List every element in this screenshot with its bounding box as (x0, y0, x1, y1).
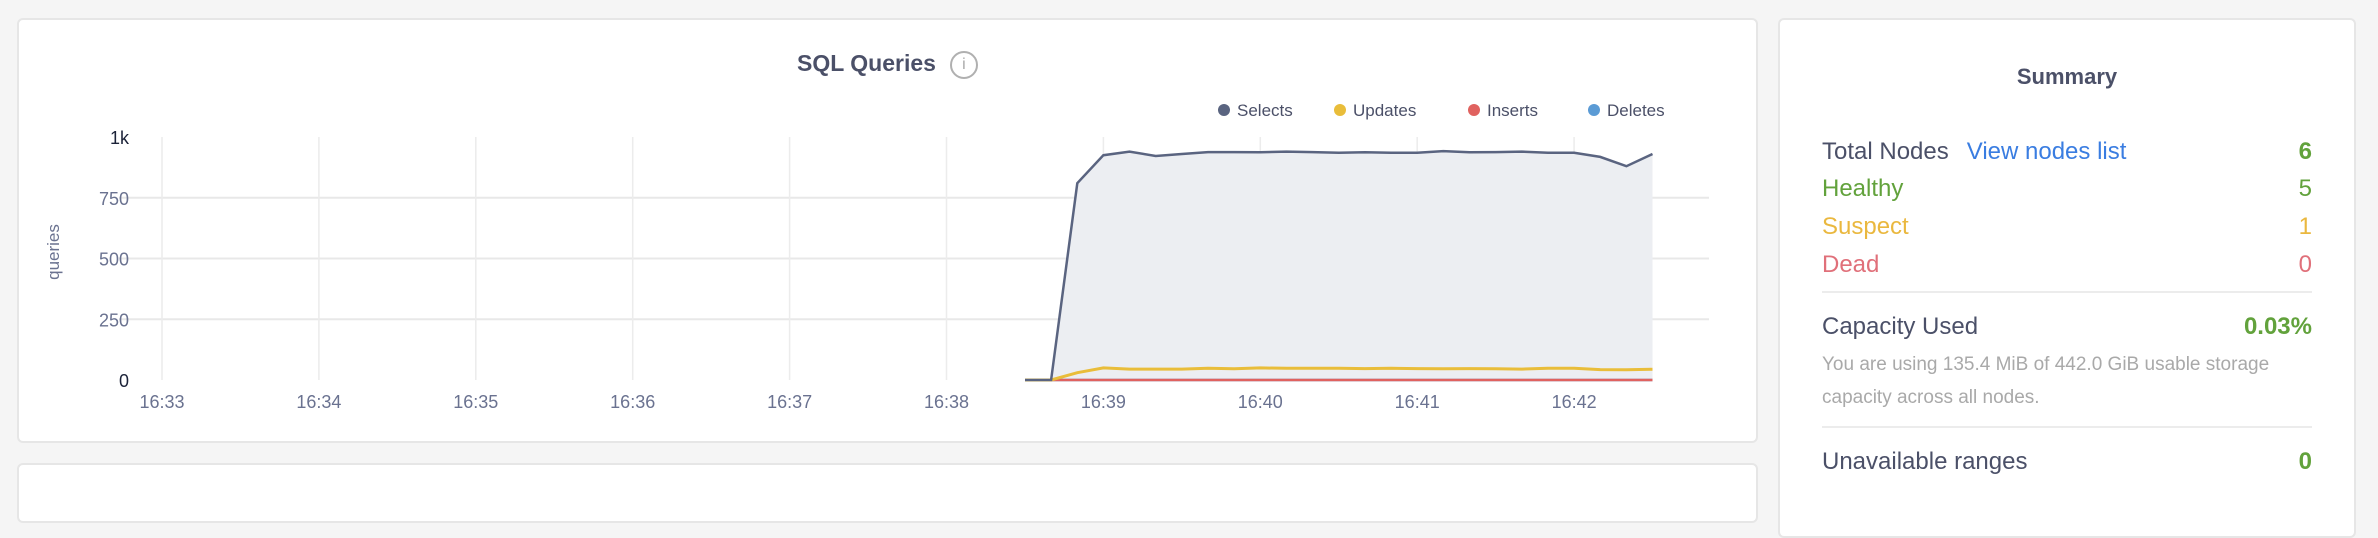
legend-dot-icon (1588, 104, 1600, 116)
total-nodes-label: Total Nodes (1822, 138, 1949, 165)
y-axis-label: queries (44, 224, 63, 280)
capacity-label: Capacity Used (1822, 313, 1979, 340)
x-tick-label: 16:36 (610, 392, 655, 412)
legend-label: Deletes (1607, 101, 1665, 120)
x-tick-label: 16:37 (767, 392, 812, 412)
healthy-value: 5 (2298, 175, 2312, 202)
chart-title: SQL Queries (797, 50, 936, 76)
healthy-label: Healthy (1822, 175, 1904, 202)
x-tick-label: 16:42 (1552, 392, 1597, 412)
series-line-selects (1025, 149, 1654, 382)
y-tick-label: 750 (99, 189, 129, 209)
x-tick-label: 16:33 (139, 392, 184, 412)
summary-card: Summary Total Nodes View nodes list 6 Hea… (1778, 18, 2356, 538)
x-tick-label: 16:38 (924, 392, 969, 412)
legend-label: Inserts (1487, 101, 1538, 120)
total-nodes-value: 6 (2298, 138, 2312, 165)
legend-label: Updates (1353, 101, 1416, 120)
unavailable-ranges-value: 0 (2298, 448, 2312, 475)
divider (1822, 291, 2312, 293)
dead-label: Dead (1822, 251, 1880, 278)
y-tick-label: 0 (119, 371, 129, 391)
x-tick-label: 16:34 (296, 392, 341, 412)
series-line-updates (1025, 366, 1653, 382)
chart-title-row: SQL Queries i (19, 50, 1756, 79)
x-tick-label: 16:35 (453, 392, 498, 412)
suspect-row: Suspect 1 (1822, 213, 2312, 241)
legend-dot-icon (1468, 104, 1480, 116)
secondary-card (17, 463, 1758, 523)
y-tick-label: 250 (99, 310, 129, 330)
sql-queries-card: SQL Queries i 0 250 500 750 1k 16:33 16:34 16:3… (17, 18, 1758, 443)
total-nodes-row: Total Nodes View nodes list 6 (1822, 138, 2312, 166)
legend-item-updates[interactable]: Updates (1334, 101, 1416, 120)
capacity-row: Capacity Used 0.03% (1822, 313, 2312, 341)
dead-row: Dead 0 (1822, 251, 2312, 279)
view-nodes-list-link[interactable]: View nodes list (1966, 138, 2127, 165)
area-selects (1024, 151, 1653, 380)
x-tick-label: 16:41 (1395, 392, 1440, 412)
y-tick-label: 1k (110, 128, 130, 148)
unavailable-ranges-row: Unavailable ranges 0 (1822, 448, 2312, 476)
dead-value: 0 (2298, 251, 2312, 278)
sql-queries-chart: 0 250 500 750 1k 16:33 16:34 16:35 16:36 16:37 16… (44, 101, 1709, 412)
x-tick-label: 16:40 (1238, 392, 1283, 412)
info-circle-icon[interactable]: i (949, 50, 978, 79)
legend-item-selects[interactable]: Selects (1218, 101, 1293, 120)
x-tick-label: 16:39 (1081, 392, 1126, 412)
capacity-description: You are using 135.4 MiB of 442.0 GiB usa… (1822, 354, 2270, 408)
legend-dot-icon (1334, 104, 1346, 116)
summary-title: Summary (2016, 64, 2118, 89)
suspect-value: 1 (2298, 213, 2312, 240)
legend-item-deletes[interactable]: Deletes (1588, 101, 1665, 120)
y-tick-label: 500 (99, 250, 129, 270)
legend-label: Selects (1237, 101, 1293, 120)
divider (1822, 426, 2312, 428)
suspect-label: Suspect (1822, 213, 1909, 240)
healthy-row: Healthy 5 (1822, 175, 2312, 203)
unavailable-ranges-label: Unavailable ranges (1822, 448, 2028, 475)
capacity-value: 0.03% (2243, 313, 2312, 340)
legend-dot-icon (1218, 104, 1230, 116)
legend-item-inserts[interactable]: Inserts (1468, 101, 1538, 120)
